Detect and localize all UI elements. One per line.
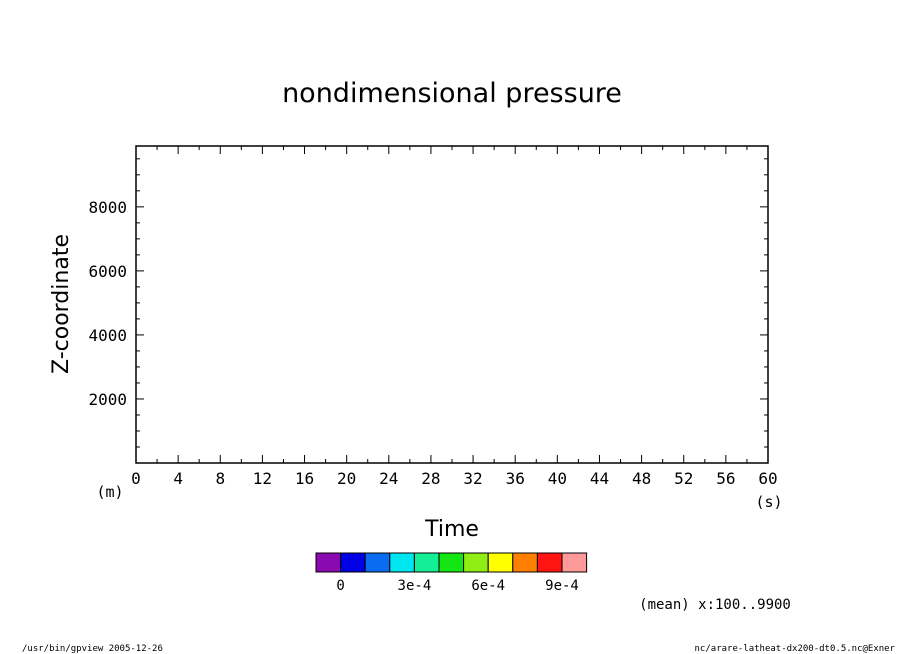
x-unit-label: (s) — [755, 493, 782, 511]
x-tick-label: 24 — [379, 469, 398, 488]
x-tick-label: 12 — [253, 469, 272, 488]
y-unit-label: (m) — [96, 483, 123, 501]
y-tick-label: 4000 — [88, 326, 127, 345]
colorbar-swatch — [364, 552, 391, 573]
x-tick-label: 8 — [215, 469, 225, 488]
colorbar-swatch — [389, 552, 415, 573]
x-tick-label: 40 — [548, 469, 567, 488]
x-tick-label: 44 — [590, 469, 609, 488]
x-tick-label: 0 — [131, 469, 141, 488]
x-tick-label: 32 — [463, 469, 482, 488]
y-tick-label: 2000 — [88, 390, 127, 409]
colorbar-swatch — [463, 552, 489, 573]
y-axis-ticks — [136, 158, 768, 448]
y-axis-tick-labels: 2000 4000 6000 8000 — [88, 198, 127, 409]
x-tick-label: 20 — [337, 469, 356, 488]
x-tick-label: 56 — [716, 469, 735, 488]
y-tick-label: 8000 — [88, 198, 127, 217]
x-tick-label: 48 — [632, 469, 651, 488]
colorbar-swatch — [413, 552, 440, 573]
x-axis-label: Time — [424, 517, 479, 542]
x-tick-label: 52 — [674, 469, 693, 488]
colorbar-swatch — [512, 552, 538, 573]
x-tick-label: 28 — [421, 469, 440, 488]
colorbar-label: 3e-4 — [398, 578, 432, 594]
x-tick-label: 36 — [506, 469, 525, 488]
colorbar-labels: 0 3e-4 6e-4 9e-4 — [336, 578, 578, 594]
footer-right: nc/arare-latheat-dx200-dt0.5.nc@Exner — [695, 644, 896, 654]
chart-title: nondimensional pressure — [282, 78, 622, 109]
colorbar-label: 9e-4 — [545, 578, 579, 594]
x-tick-label: 60 — [758, 469, 777, 488]
x-axis-tick-labels: 0 4 8 12 16 20 24 28 32 36 40 44 48 52 56 60 — [131, 469, 777, 488]
colorbar-swatch — [315, 552, 342, 573]
x-axis-ticks — [135, 146, 769, 463]
x-tick-label: 4 — [173, 469, 183, 488]
colorbar-label: 0 — [336, 578, 344, 594]
y-axis-label: Z-coordinate — [49, 234, 74, 374]
colorbar — [315, 552, 588, 573]
y-tick-label: 6000 — [88, 262, 127, 281]
colorbar-swatch — [340, 552, 366, 573]
colorbar-swatch — [536, 552, 563, 573]
colorbar-swatch — [438, 552, 465, 573]
colorbar-swatch — [561, 552, 588, 573]
colorbar-label: 6e-4 — [471, 578, 505, 594]
mean-annotation: (mean) x:100..9900 — [639, 597, 791, 613]
x-tick-label: 16 — [295, 469, 314, 488]
plot-frame — [135, 145, 769, 464]
colorbar-swatch — [487, 552, 514, 573]
footer-left: /usr/bin/gpview 2005-12-26 — [22, 644, 163, 654]
